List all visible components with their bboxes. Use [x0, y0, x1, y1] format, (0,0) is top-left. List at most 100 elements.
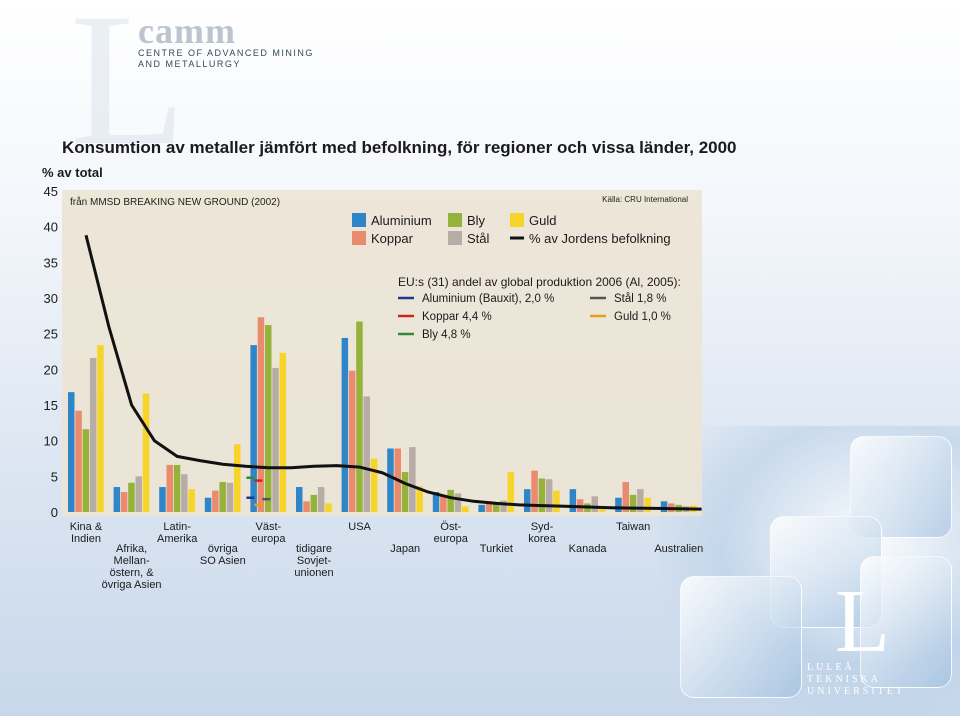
legend-label: Aluminium — [371, 213, 432, 228]
logo-mark: camm — [138, 11, 236, 51]
bar-guld — [507, 472, 515, 512]
bar-bly — [356, 321, 363, 512]
bar-stål — [226, 482, 234, 512]
x-tick-label: Syd- — [531, 521, 554, 533]
legend-swatch — [448, 231, 462, 245]
bar-guld — [188, 489, 195, 512]
eu-markers — [246, 476, 271, 507]
legend-label: Bly — [467, 213, 486, 228]
bar-guld — [325, 503, 332, 512]
eu-box-title: EU:s (31) andel av global produktion 200… — [398, 275, 681, 289]
legend: Aluminium Koppar Bly Stål Guld % av Jordens b… — [352, 213, 671, 246]
x-tick-label: SO Asien — [200, 555, 246, 567]
x-tick-label: Kanada — [569, 543, 608, 555]
bar-stål — [272, 367, 279, 512]
x-tick-label: USA — [348, 521, 371, 533]
bar-guld — [142, 393, 150, 512]
eu-item-label: Aluminium (Bauxit), 2,0 % — [422, 293, 554, 305]
x-tick-label: Sovjet- — [297, 555, 332, 567]
bar-guld — [234, 444, 241, 512]
x-tick-label: Latin- — [163, 521, 191, 533]
bar-stål — [181, 474, 188, 512]
logo-line-2: AND METALLURGY — [138, 59, 241, 69]
y-axis-label: % av total — [42, 165, 103, 180]
camm-logo: camm CENTRE OF ADVANCED MINING AND METAL… — [138, 11, 314, 70]
source-right: Källa: CRU International — [602, 195, 688, 204]
y-tick-label: 25 — [44, 327, 58, 342]
legend-swatch — [510, 213, 524, 227]
x-tick-label: europa — [251, 533, 286, 545]
legend-swatch — [448, 213, 462, 227]
bar-aluminium — [204, 497, 212, 512]
bar-bly — [310, 494, 318, 512]
population-line — [84, 234, 702, 511]
legend-label: Koppar — [371, 231, 414, 246]
bar-bly — [401, 472, 409, 512]
bar-aluminium — [68, 392, 75, 512]
bar-stål — [591, 496, 598, 512]
x-tick-label: Afrika, — [116, 543, 147, 555]
x-tick-label: Japan — [390, 543, 420, 555]
bar-bly — [128, 482, 135, 512]
y-ticks: 0 5 10 15 20 25 30 35 40 45 — [44, 184, 58, 520]
legend-swatch — [352, 231, 366, 245]
bar-stål — [454, 493, 462, 512]
bar-guld — [416, 486, 423, 512]
y-tick-label: 15 — [44, 398, 58, 413]
legend-swatch — [352, 213, 366, 227]
bar-bly — [82, 429, 90, 512]
eu-production-box: EU:s (31) andel av global produktion 200… — [398, 275, 681, 341]
bar-bly — [265, 325, 272, 512]
bar-aluminium — [250, 345, 257, 512]
legend-label: Stål — [467, 231, 490, 246]
bar-stål — [545, 479, 553, 512]
bar-aluminium — [432, 492, 440, 512]
x-tick-label: Australien — [654, 543, 703, 555]
bar-koppar — [75, 410, 82, 512]
bar-stål — [409, 447, 416, 512]
bar-guld — [644, 497, 651, 512]
bar-koppar — [166, 464, 173, 512]
bar-bly — [538, 478, 546, 512]
y-tick-label: 0 — [51, 505, 58, 520]
x-tick-label: Turkiet — [480, 543, 513, 555]
bar-koppar — [531, 470, 538, 512]
bar-bly — [173, 464, 181, 512]
bar-stål — [363, 396, 370, 512]
bar-guld — [370, 458, 378, 512]
bar-bly — [219, 482, 226, 512]
source-left: från MMSD BREAKING NEW GROUND (2002) — [70, 196, 280, 208]
bar-bly — [493, 503, 500, 512]
bar-aluminium — [113, 487, 121, 512]
bar-bly — [447, 489, 454, 512]
x-tick-label: Amerika — [157, 533, 198, 545]
x-tick-label: Taiwan — [616, 521, 650, 533]
y-tick-label: 10 — [44, 434, 58, 449]
x-tick-label: unionen — [294, 567, 333, 579]
x-tick-label: övriga Asien — [102, 579, 162, 591]
bar-stål — [637, 489, 644, 512]
bar-guld — [553, 490, 560, 512]
logo-line-1: CENTRE OF ADVANCED MINING — [138, 48, 314, 58]
ice-cubes-image — [660, 426, 960, 716]
x-tick-label: korea — [528, 533, 556, 545]
ltu-line-3: UNIVERSITET — [807, 686, 905, 697]
y-tick-label: 20 — [44, 362, 58, 377]
x-tick-label: Öst- — [440, 521, 461, 533]
ltu-line-2: TEKNISKA — [807, 674, 881, 685]
bar-stål — [500, 500, 507, 512]
bar-aluminium — [387, 448, 394, 512]
x-tick-label: Kina & — [70, 521, 103, 533]
bar-aluminium — [569, 489, 577, 512]
bar-aluminium — [660, 501, 668, 512]
ltu-line-1: LULEÅ — [807, 662, 855, 673]
y-tick-label: 35 — [44, 255, 58, 270]
x-tick-label: tidigare — [296, 543, 332, 555]
bar-koppar — [348, 370, 356, 512]
bar-stål — [317, 487, 325, 512]
bar-koppar — [440, 494, 447, 512]
x-tick-label: östern, & — [110, 567, 155, 579]
bar-koppar — [212, 490, 219, 512]
